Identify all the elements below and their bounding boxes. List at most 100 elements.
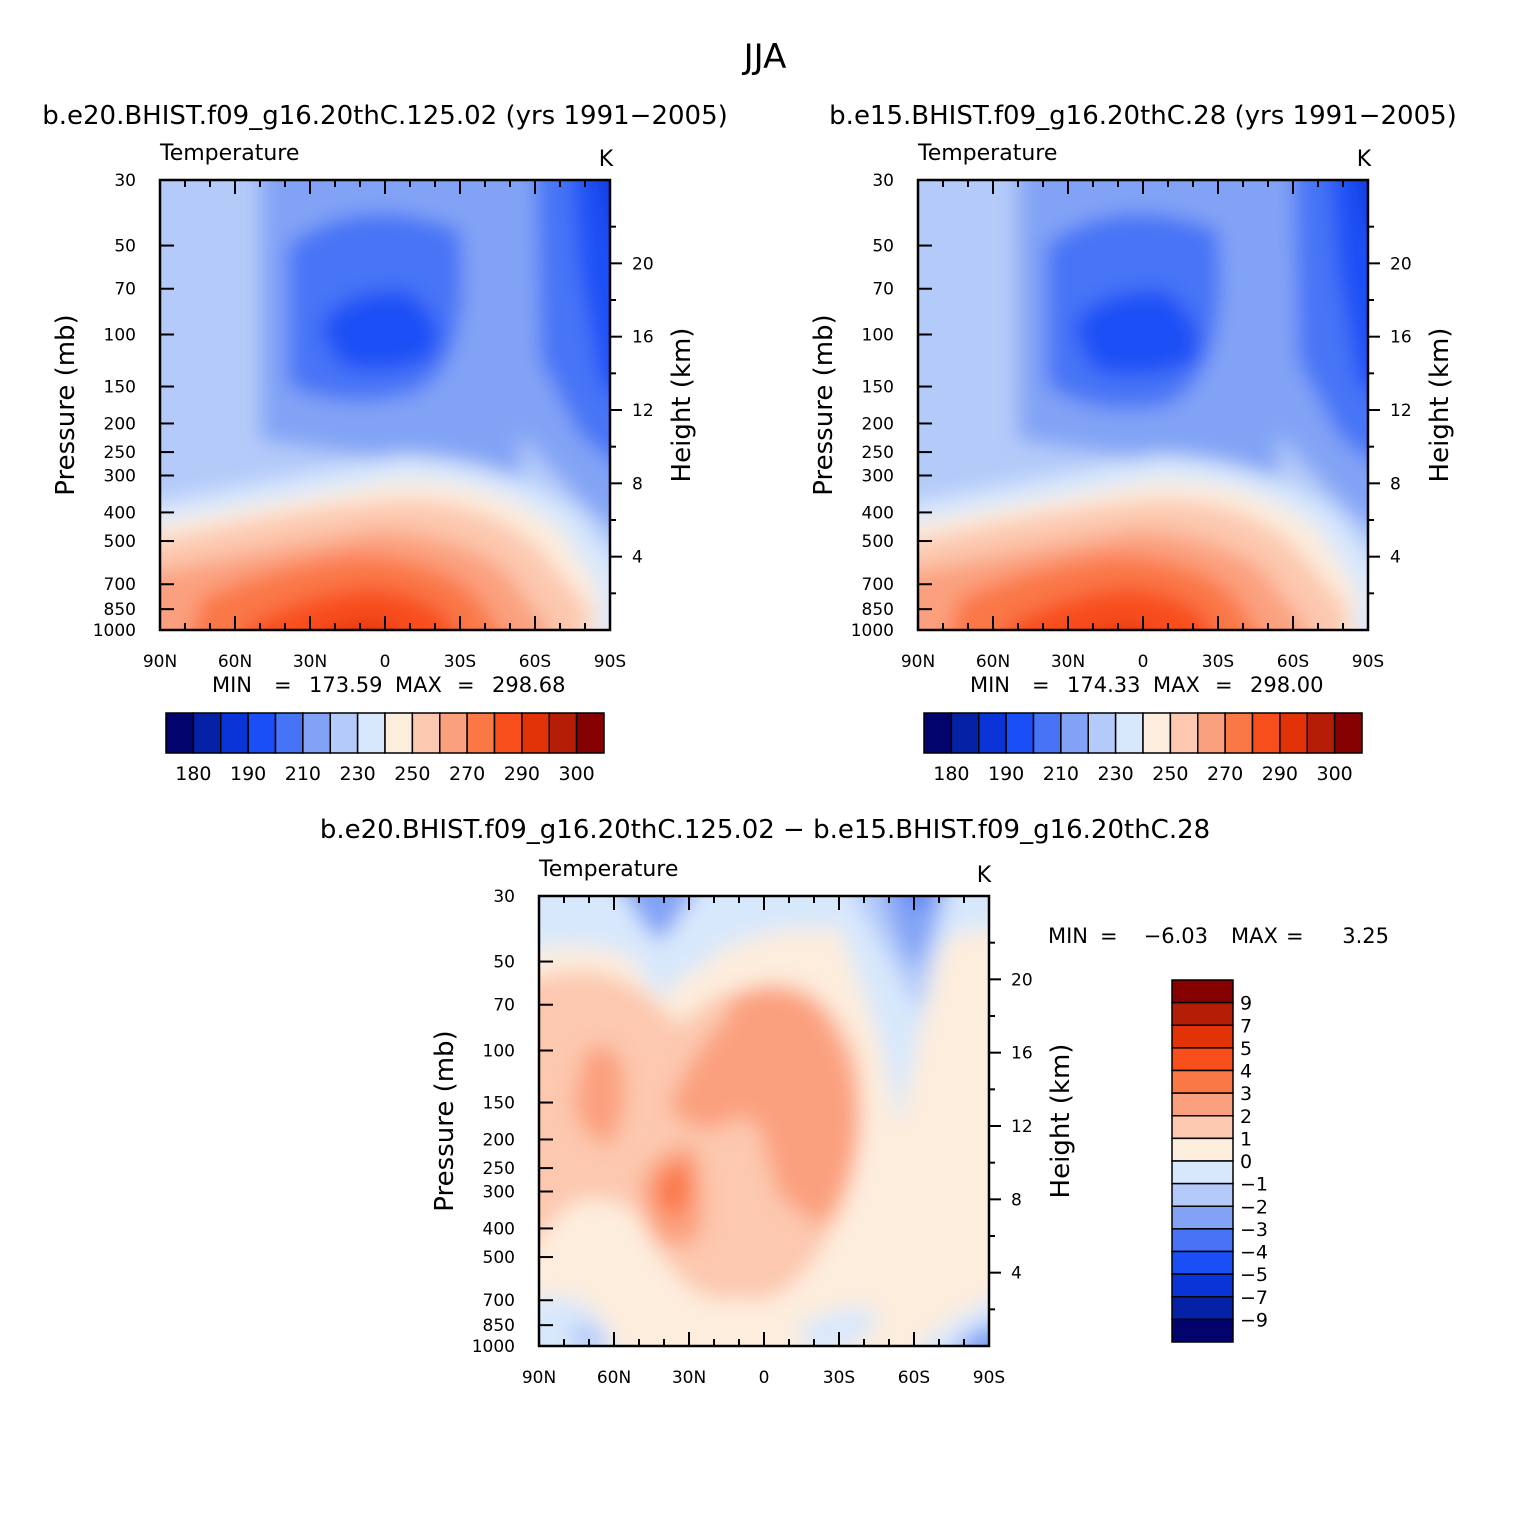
colorbar-box [923,712,953,754]
colorbar-box [274,712,304,754]
colorbar-label: 250 [1152,763,1188,785]
contour-field [160,180,610,630]
y-tick-label: 50 [114,237,136,257]
colorbar-label: 300 [558,763,594,785]
colorbar-box [950,712,980,754]
height-tick-label: 12 [1390,401,1412,421]
height-tick-label: 16 [632,328,654,348]
y-axis-label: Pressure (mb) [51,314,81,495]
colorbar-label: −3 [1240,1219,1268,1241]
x-tick-label: 60N [597,1368,631,1388]
height-tick-label: 20 [632,254,654,274]
y-tick-label: 200 [862,414,894,434]
colorbar-box [1169,712,1199,754]
y-tick-label: 30 [493,887,515,907]
colorbar-label: 7 [1240,1015,1252,1037]
colorbar-label: 210 [285,763,321,785]
x-tick-label: 0 [380,652,391,672]
y-tick-label: 700 [862,575,894,595]
colorbar-label: 290 [504,763,540,785]
panel-top-right: b.e15.BHIST.f09_g16.20thC.28 (yrs 1991−2… [809,101,1457,785]
colorbar-box [466,712,496,754]
right-string: K [1357,147,1372,172]
colorbar-box [978,712,1007,754]
y-tick-label: 100 [862,326,894,346]
min-label: MIN [1048,924,1088,948]
colorbar: 180 190 210 230 250 270 290 300 [165,712,605,785]
colorbar-box [1114,712,1144,754]
colorbar-box [1197,712,1226,754]
y-tick-label: 500 [862,532,894,552]
y-tick-label: 30 [114,171,136,191]
y-tick-label: 70 [493,996,515,1016]
colorbar-label: 5 [1240,1038,1252,1060]
colorbar-label: 180 [933,763,969,785]
x-tick-label: 0 [1138,652,1149,672]
left-string: Temperature [917,141,1057,166]
left-string: Temperature [538,857,678,882]
colorbar-box [384,712,414,754]
colorbar-label: 290 [1262,763,1298,785]
x-tick-label: 90N [143,652,177,672]
colorbar-box [575,712,605,754]
colorbar-label: −5 [1240,1264,1268,1286]
y-tick-label: 700 [483,1291,515,1311]
height-tick-label: 20 [1390,254,1412,274]
colorbar-box [1251,712,1281,754]
colorbar-box [1171,1047,1234,1072]
colorbar-box [1171,1228,1234,1253]
y-tick-label: 1000 [472,1337,515,1357]
figure-title: JJA [742,37,787,77]
x-tick-label: 90N [901,652,935,672]
height-tick-label: 8 [1011,1190,1022,1210]
colorbar-box [1171,1024,1234,1049]
max-eq: = [1286,924,1304,948]
colorbar-box [439,712,468,754]
x-tick-label: 60N [218,652,252,672]
y-tick-label: 50 [493,953,515,973]
colorbar-box [521,712,550,754]
min-label: MIN [970,673,1010,697]
colorbar-box [1032,712,1062,754]
colorbar-box [1224,712,1254,754]
colorbar-label: 180 [175,763,211,785]
colorbar-box [1171,979,1234,1004]
x-tick-label: 0 [759,1368,770,1388]
y-tick-label: 200 [483,1130,515,1150]
y-tick-label: 400 [862,503,894,523]
colorbar-label: 300 [1316,763,1352,785]
contour-field [539,896,989,1346]
max-label: MAX [1231,924,1278,948]
height-tick-label: 20 [1011,970,1033,990]
y-tick-label: 400 [483,1219,515,1239]
right-string: K [977,863,992,888]
colorbar-box [1171,1001,1234,1026]
x-tick-label: 60N [976,652,1010,672]
height-tick-label: 16 [1390,328,1412,348]
colorbar-box [548,712,578,754]
y-tick-label: 200 [104,414,136,434]
x-tick-label: 30N [672,1368,706,1388]
height-tick-label: 4 [1011,1264,1022,1284]
height-tick-label: 12 [1011,1117,1033,1137]
height-tick-label: 4 [1390,548,1401,568]
y-tick-label: 300 [862,466,894,486]
x-tick-label: 90N [522,1368,556,1388]
min-eq: = [274,673,292,697]
colorbar-label: −7 [1240,1287,1268,1309]
colorbar-box [411,712,441,754]
y-tick-label: 300 [483,1182,515,1202]
y-tick-label: 100 [104,326,136,346]
x-tick-label: 60S [898,1368,930,1388]
y-tick-label: 500 [483,1248,515,1268]
panel-bottom-diff: b.e20.BHIST.f09_g16.20thC.125.02 − b.e15… [320,815,1389,1388]
y-tick-label: 1000 [93,621,136,641]
colorbar-label: −4 [1240,1242,1268,1264]
colorbar-box [1060,712,1089,754]
colorbar-box [356,712,386,754]
y-axis-label-right: Height (km) [1425,328,1455,483]
colorbar-label: 190 [230,763,266,785]
y-tick-label: 850 [483,1316,515,1336]
y-tick-label: 700 [104,575,136,595]
y-axis-label: Pressure (mb) [430,1030,460,1211]
